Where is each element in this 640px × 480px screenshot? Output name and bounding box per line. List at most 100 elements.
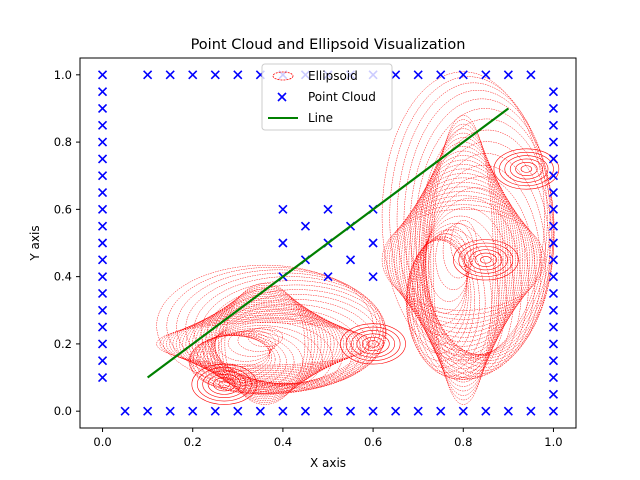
legend-point-cloud-marker	[277, 92, 287, 102]
y-tick-label: 0.2	[54, 337, 72, 351]
ellipsoid-ring	[396, 182, 531, 338]
point-cloud-marker	[143, 406, 153, 416]
point-cloud-marker	[503, 70, 513, 80]
point-cloud-marker	[458, 70, 468, 80]
x-axis-ticks: 0.0 0.2 0.4 0.6 0.8 1.0	[93, 428, 563, 449]
point-cloud-marker	[548, 221, 559, 231]
ellipsoid-ring	[408, 159, 518, 360]
ellipsoid-ring	[203, 321, 333, 395]
point-cloud-marker	[391, 406, 401, 416]
point-cloud-marker	[97, 272, 108, 282]
point-cloud-marker	[481, 70, 491, 80]
point-cloud-marker	[548, 103, 559, 114]
y-tick-label: 0.0	[54, 404, 72, 418]
ellipsoid-ring	[340, 323, 406, 365]
ellipsoid-ring	[407, 233, 486, 373]
ellipsoid-ring	[210, 313, 353, 393]
ellipsoid-ring	[207, 373, 241, 395]
point-cloud-marker	[165, 70, 175, 80]
ellipsoid-ring	[166, 266, 378, 386]
point-cloud-marker	[548, 356, 559, 366]
ellipsoid-ring	[188, 303, 341, 385]
point-cloud-marker	[210, 70, 220, 80]
ellipsoid-ring	[202, 370, 247, 399]
point-cloud-marker	[97, 305, 108, 315]
point-cloud-marker	[548, 339, 559, 349]
ellipsoid-ring	[381, 71, 545, 362]
y-tick-label: 1.0	[54, 68, 72, 82]
axes-frame	[79, 57, 577, 429]
ellipsoid-ring	[394, 186, 533, 334]
ellipsoid-ring	[414, 215, 507, 380]
point-cloud-marker	[548, 322, 559, 332]
ellipsoid-ring	[196, 367, 252, 402]
point-cloud-marker	[481, 406, 491, 416]
ellipsoid-ring	[458, 242, 514, 277]
ellipsoid-ring	[182, 307, 348, 381]
ellipsoid-ring	[428, 229, 470, 302]
y-tick-label: 0.6	[54, 202, 72, 216]
point-cloud-marker	[188, 70, 198, 80]
point-cloud-marker	[323, 406, 333, 416]
ellipsoid-ring	[474, 252, 497, 267]
x-tick-label: 0.2	[184, 435, 202, 449]
point-cloud-marker	[526, 406, 536, 416]
point-cloud-marker	[548, 137, 559, 147]
ellipsoid-ring	[469, 249, 503, 271]
ellipsoid-ring	[367, 340, 379, 348]
point-cloud-marker	[345, 255, 356, 265]
ellipsoid-ring	[416, 235, 467, 325]
ellipsoid-ring	[432, 114, 494, 405]
ellipsoid-ring	[176, 269, 381, 385]
ellipsoid-ring	[442, 223, 475, 279]
ellipsoid-ring	[169, 314, 361, 373]
ellipsoid-ring	[453, 239, 519, 281]
point-cloud-marker	[368, 238, 378, 248]
y-tick-label: 0.4	[54, 270, 72, 284]
ellipsoid-ring	[345, 326, 401, 362]
point-cloud-marker	[436, 70, 446, 80]
point-cloud-marker	[368, 406, 378, 416]
ellipsoid-ring	[406, 164, 521, 356]
ellipsoid-ring	[198, 298, 332, 390]
point-cloud-marker	[255, 406, 265, 416]
ellipsoid-ring	[185, 305, 345, 383]
point-cloud-marker	[97, 87, 108, 97]
ellipsoid-ring	[480, 256, 492, 264]
ellipsoid-ring	[424, 141, 550, 365]
ellipsoid-ring	[403, 168, 523, 351]
point-cloud-marker	[97, 288, 108, 299]
ellipsoid-ring	[504, 155, 549, 183]
point-cloud-marker	[548, 204, 559, 214]
ellipsoid-ring	[214, 299, 376, 390]
point-cloud-marker	[548, 87, 559, 97]
ellipsoid-ring	[419, 118, 555, 359]
point-cloud-marker	[300, 406, 311, 416]
y-axis-ticks: 0.0 0.2 0.4 0.6 0.8 1.0	[54, 68, 80, 418]
ellipsoid-ring	[520, 165, 533, 173]
point-cloud-marker	[368, 272, 378, 282]
point-cloud-marker	[300, 221, 311, 231]
point-cloud-marker	[548, 288, 559, 299]
ellipsoid-ring	[156, 322, 374, 366]
x-tick-label: 1.0	[544, 435, 562, 449]
ellipsoid-ring	[415, 108, 555, 357]
point-cloud-marker	[503, 406, 513, 416]
ellipsoid-ring	[425, 153, 547, 368]
ellipsoid-ring	[411, 155, 516, 365]
ellipsoid-ring	[206, 284, 386, 386]
ellipsoid-ring	[509, 158, 543, 180]
point-cloud-marker	[97, 70, 108, 80]
ellipsoid-ring	[205, 294, 325, 394]
point-cloud-marker	[210, 406, 220, 416]
ellipsoid-ring	[213, 377, 236, 392]
point-cloud-marker	[548, 187, 559, 198]
point-cloud-marker	[97, 255, 108, 265]
x-axis-label: X axis	[310, 456, 346, 470]
ellipsoid-ring	[237, 328, 280, 352]
point-cloud-marker	[97, 120, 108, 130]
point-cloud-marker	[548, 255, 559, 265]
ellipsoid-ring	[450, 220, 477, 267]
ellipsoid-ring	[201, 296, 328, 392]
point-cloud-marker	[548, 406, 559, 416]
